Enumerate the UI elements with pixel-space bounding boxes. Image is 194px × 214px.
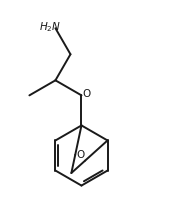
Text: O: O — [82, 89, 90, 99]
Text: O: O — [76, 150, 84, 160]
Text: $H_2N$: $H_2N$ — [39, 20, 61, 34]
